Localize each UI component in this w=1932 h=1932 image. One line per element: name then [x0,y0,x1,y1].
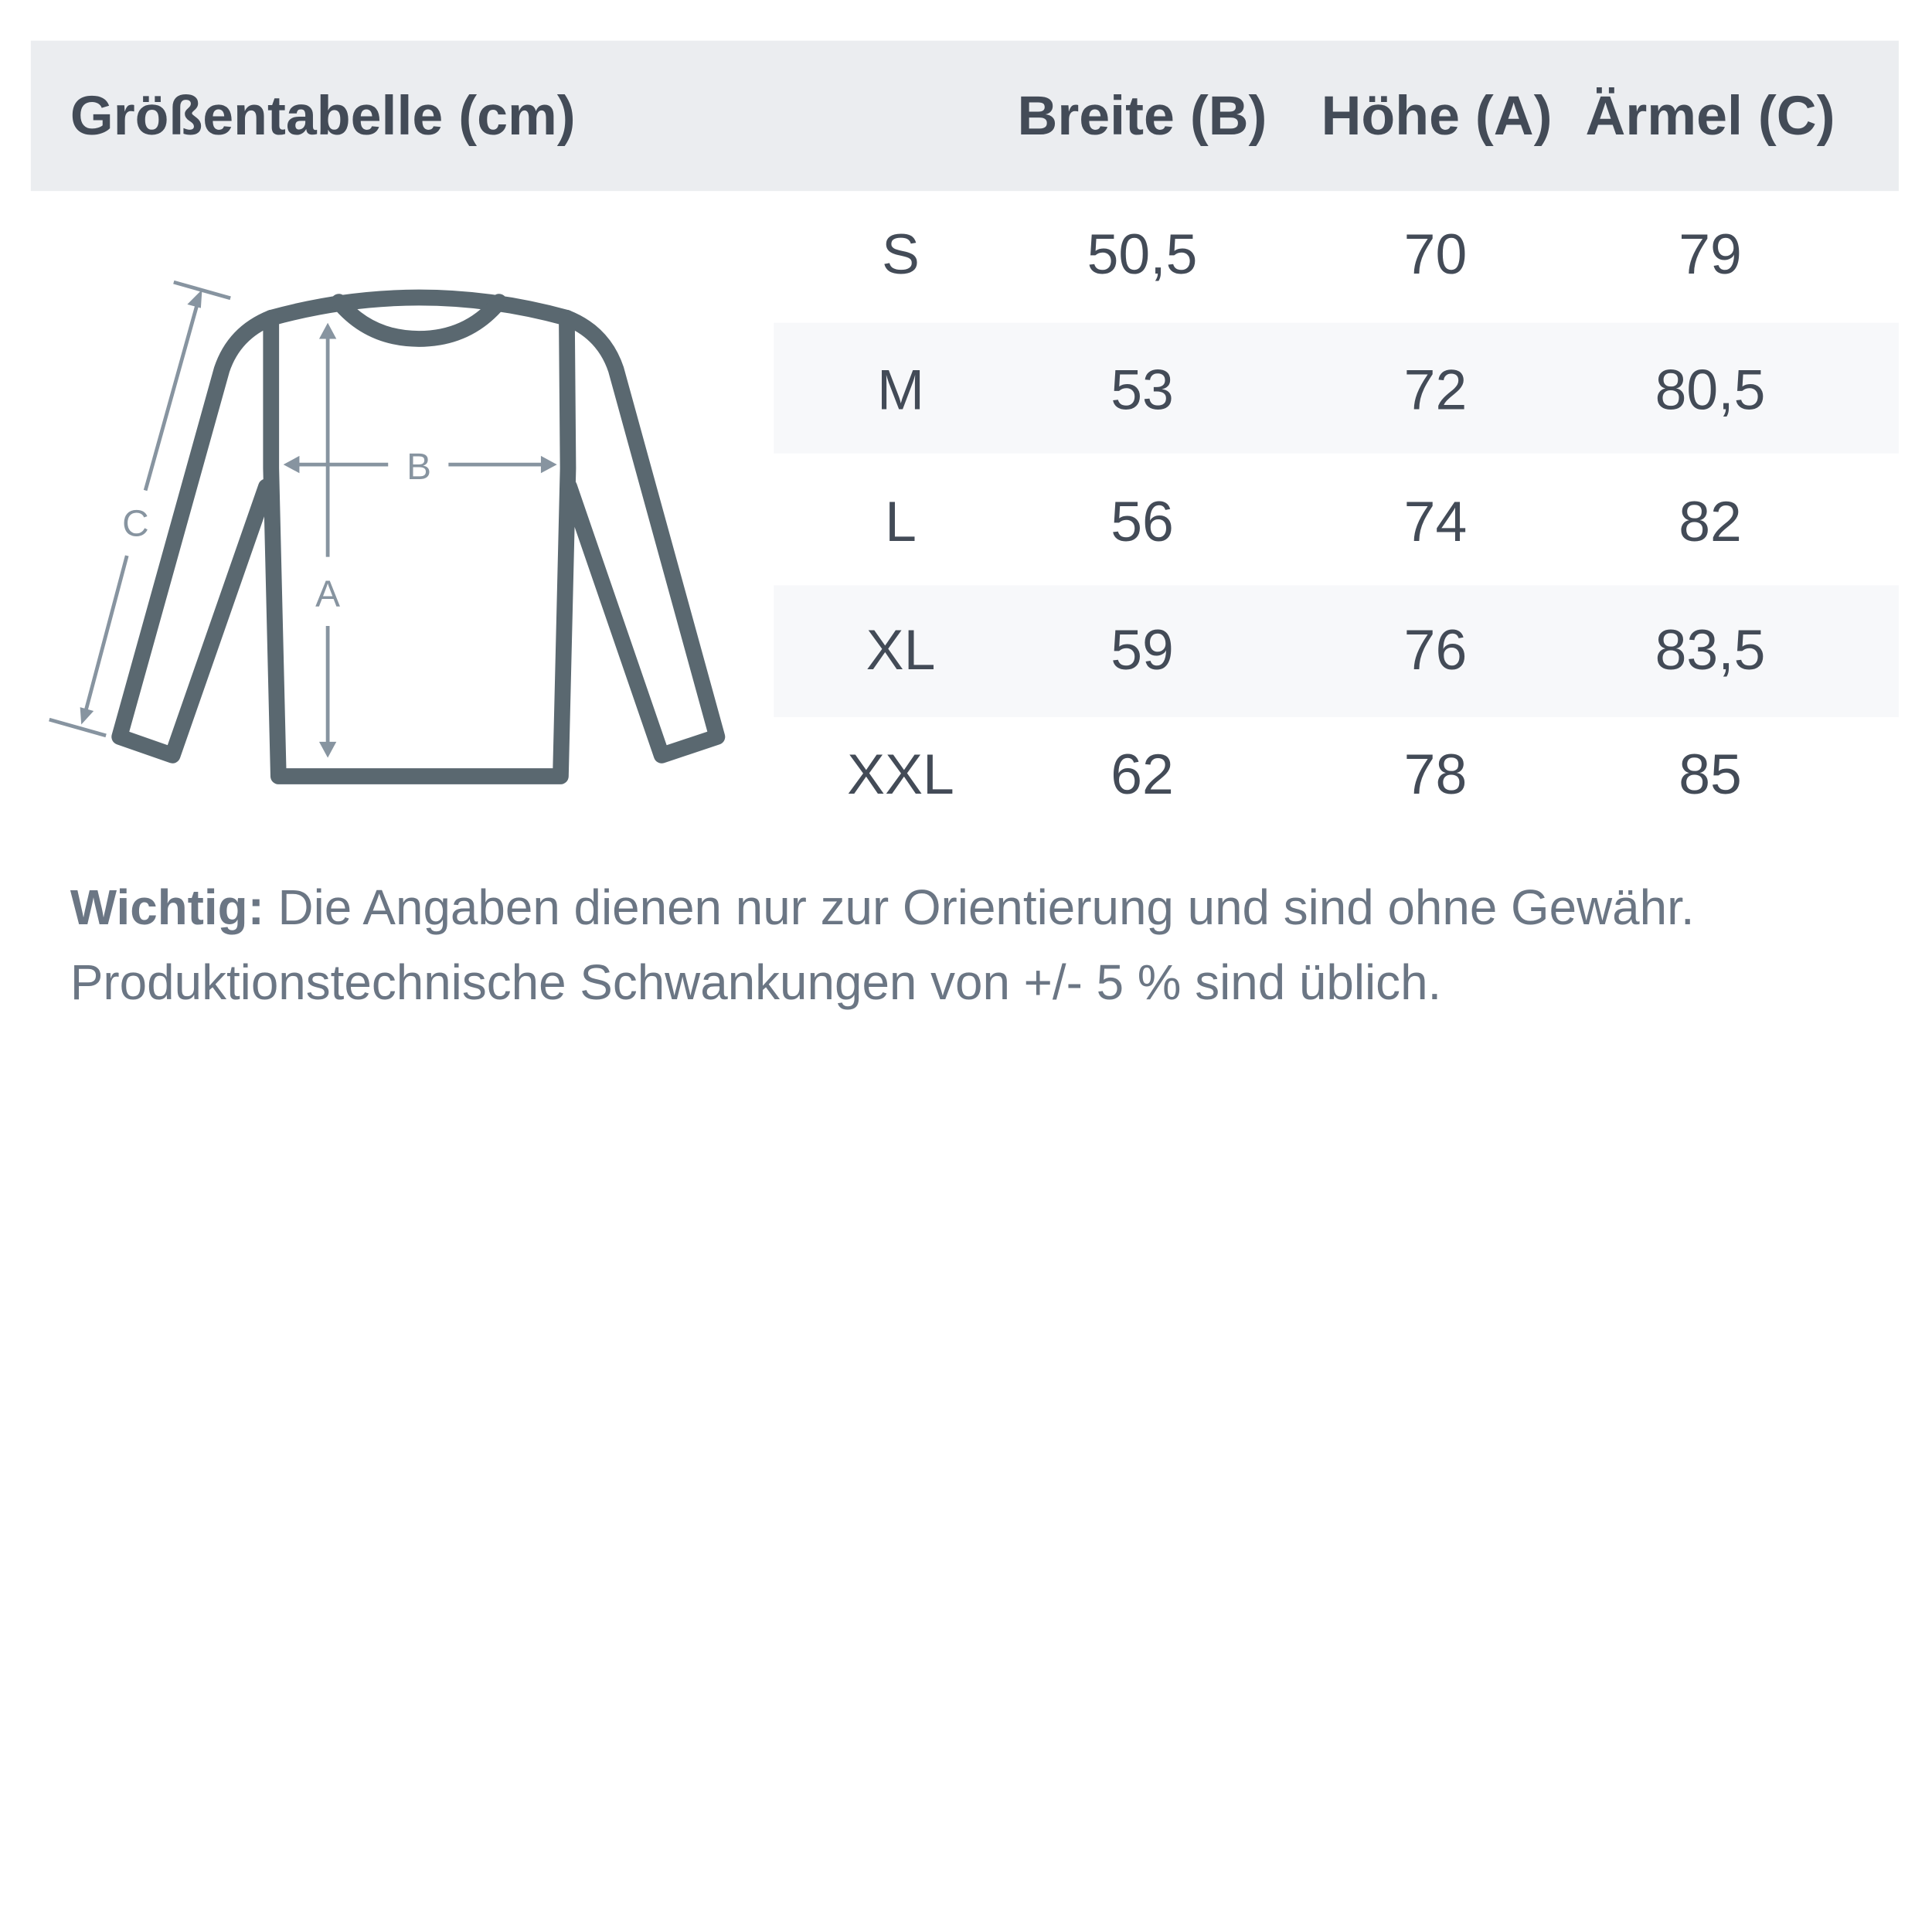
long-sleeve-shirt-icon [111,289,726,784]
cell-breite: 59 [1111,617,1174,682]
cell-hoehe: 72 [1403,357,1468,422]
size-label: XL [866,617,936,682]
cell-aermel: 79 [1679,221,1742,286]
column-header-breite: Breite (B) [1017,83,1267,147]
size-label: XXL [847,741,954,806]
size-label: M [876,357,925,422]
row-stripe [774,585,1899,717]
column-header-aermel: Ärmel (C) [1585,83,1835,147]
cell-hoehe: 78 [1403,741,1468,806]
table-header: Größentabelle (cm) Breite (B) Höhe (A) Ä… [30,40,1899,192]
cell-aermel: 80,5 [1655,357,1766,422]
label-c: C [122,504,149,545]
page-title: Größentabelle (cm) [70,83,576,147]
label-b: B [406,447,431,488]
cell-aermel: 83,5 [1655,617,1766,682]
cell-breite: 56 [1111,488,1174,553]
disclaimer-note: Wichtig: Die Angaben dienen nur zur Orie… [70,871,1695,1022]
note-line2: Produktionstechnische Schwankungen von +… [70,956,1442,1011]
shirt-diagram: B A C [49,280,726,784]
cell-breite: 50,5 [1087,221,1198,286]
label-a: A [315,573,340,614]
cell-aermel: 82 [1679,488,1742,553]
cell-hoehe: 70 [1403,221,1468,286]
measure-arrows [49,280,557,758]
size-label: S [882,221,920,286]
cell-breite: 62 [1111,741,1174,806]
size-label: L [885,488,917,553]
column-header-hoehe: Höhe (A) [1321,83,1553,147]
cell-hoehe: 74 [1403,488,1468,553]
note-bold: Wichtig: [70,880,264,936]
cell-breite: 53 [1111,357,1174,422]
cell-aermel: 85 [1679,741,1742,806]
note-line1: Die Angaben dienen nur zur Orientierung … [264,880,1695,936]
row-stripe [774,322,1899,454]
cell-hoehe: 76 [1403,617,1468,682]
